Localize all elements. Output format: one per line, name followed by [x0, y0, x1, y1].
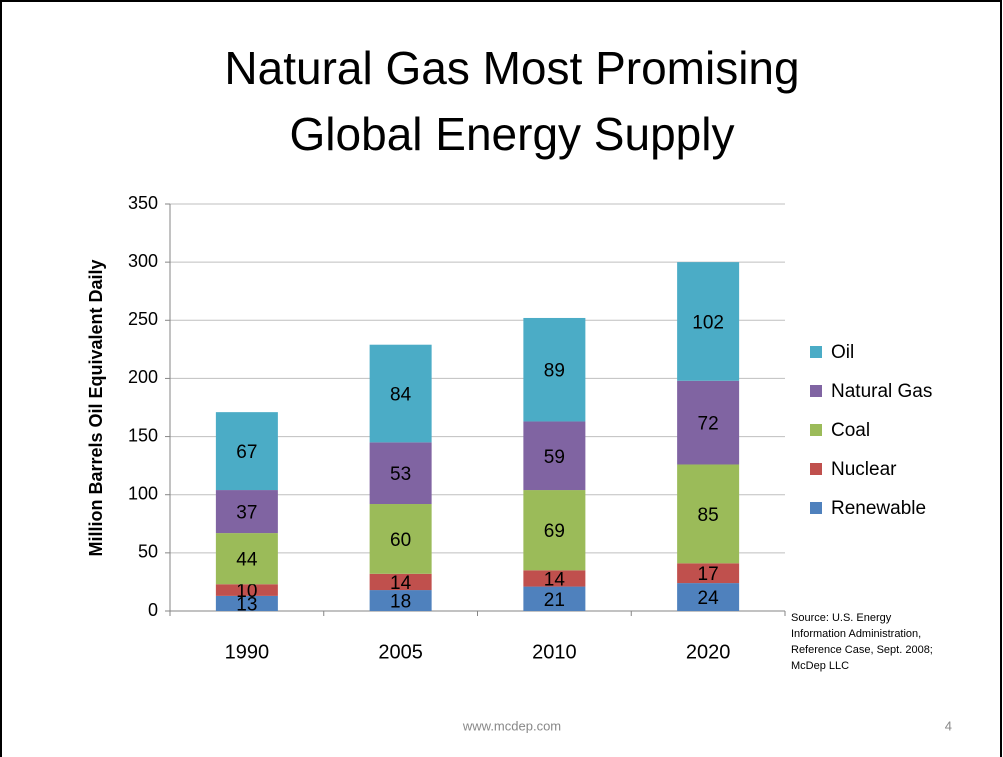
data-label: 10 [236, 581, 257, 602]
bar-segment [369, 442, 432, 505]
data-label: 44 [236, 550, 258, 571]
data-label: 89 [544, 361, 565, 382]
y-tick-label: 250 [128, 309, 158, 329]
bar-segment [677, 262, 740, 381]
bar-segment [215, 490, 278, 534]
bar-segment [369, 573, 432, 591]
legend-label: Coal [831, 420, 870, 441]
bar-segment [369, 504, 432, 574]
bar-segment [215, 595, 278, 611]
bar-segment [215, 584, 278, 596]
x-tick-label: 2010 [532, 641, 577, 663]
bar-segment [677, 583, 740, 611]
bar-segment [523, 421, 586, 491]
x-tick-label: 2020 [686, 641, 731, 663]
bar-segment [369, 590, 432, 611]
bar-segment [523, 570, 586, 587]
data-label: 53 [390, 464, 411, 485]
data-label: 37 [236, 503, 257, 524]
legend-label: Renewable [831, 498, 926, 519]
bar-segment [215, 412, 278, 491]
footer: www.mcdep.com [462, 718, 561, 733]
legend-swatch [810, 346, 822, 358]
bar-segment [523, 317, 586, 422]
legend-swatch [810, 463, 822, 475]
y-axis-label: Million Barrels Oil Equivalent Daily [86, 259, 106, 556]
y-tick-label: 150 [128, 425, 158, 445]
y-tick-label: 350 [128, 193, 158, 213]
y-tick-label: 200 [128, 367, 158, 387]
source-note: Source: U.S. Energy [791, 612, 892, 624]
source-note: Reference Case, Sept. 2008; [791, 644, 933, 656]
legend-swatch [810, 424, 822, 436]
data-label: 69 [544, 521, 565, 542]
source-note: McDep LLC [791, 660, 849, 672]
source-note: Information Administration, [791, 628, 921, 640]
data-label: 67 [236, 442, 257, 463]
x-tick-label: 1990 [225, 641, 270, 663]
bar-segment [523, 586, 586, 611]
legend-label: Natural Gas [831, 381, 932, 402]
data-label: 17 [698, 564, 719, 585]
bar-segment [369, 344, 432, 443]
page-number: 4 [945, 718, 952, 733]
data-label: 18 [390, 592, 411, 613]
data-label: 21 [544, 590, 565, 611]
data-label: 59 [544, 447, 565, 468]
bar-segment [677, 380, 740, 465]
data-label: 84 [390, 385, 412, 406]
bar-segment [677, 464, 740, 564]
data-label: 14 [390, 573, 412, 594]
bar-segment [523, 490, 586, 571]
legend-label: Nuclear [831, 459, 897, 480]
legend-label: Oil [831, 342, 854, 363]
y-tick-label: 100 [128, 483, 158, 503]
legend-swatch [810, 385, 822, 397]
y-tick-label: 300 [128, 251, 158, 271]
data-label: 24 [698, 588, 720, 609]
bar-segment [677, 563, 740, 584]
data-label: 102 [692, 312, 724, 333]
data-label: 13 [236, 594, 257, 615]
y-tick-label: 50 [138, 542, 158, 562]
title-line: Natural Gas Most Promising [224, 42, 799, 94]
data-label: 85 [698, 505, 719, 526]
data-label: 60 [390, 530, 411, 551]
data-label: 14 [544, 569, 566, 590]
legend-swatch [810, 502, 822, 514]
title-line: Global Energy Supply [290, 108, 735, 160]
bar-segment [215, 533, 278, 585]
x-tick-label: 2005 [378, 641, 423, 663]
data-label: 72 [698, 414, 719, 435]
y-tick-label: 0 [148, 600, 158, 620]
